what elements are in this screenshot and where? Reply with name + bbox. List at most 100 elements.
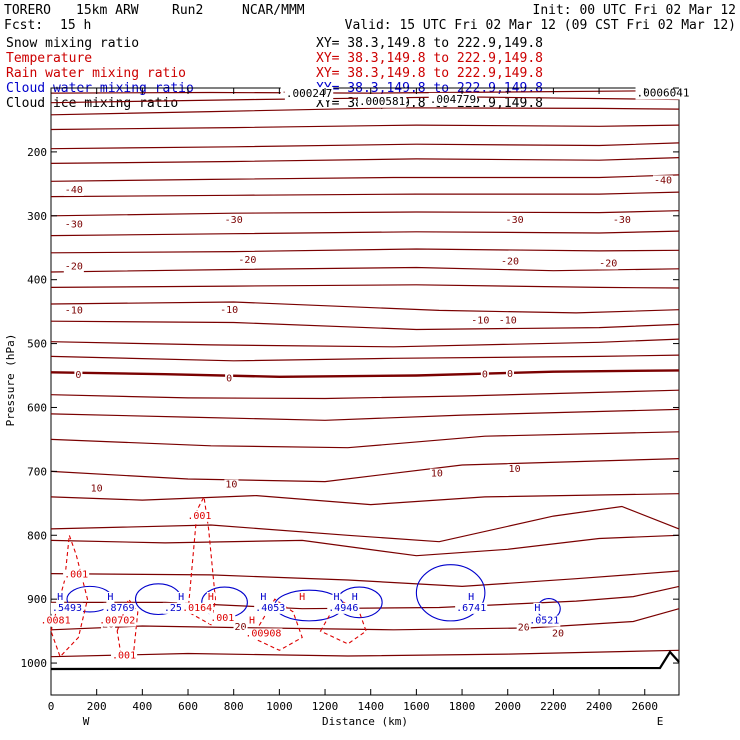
temperature-contour (50, 248, 680, 254)
cloud-water-label-bg (50, 602, 84, 614)
temperature-label: 0 (226, 373, 232, 384)
cloud-water-label: .0521 (529, 616, 559, 627)
org-name: NCAR/MMM (242, 3, 305, 18)
temperature-label: 0 (75, 370, 81, 381)
legend-name: Cloud ice mixing ratio (6, 96, 178, 111)
temperature-label: -30 (225, 215, 243, 226)
rain-label-bg (298, 591, 307, 603)
top-value-label: .000247 (286, 87, 332, 100)
temperature-label-bg (74, 370, 83, 382)
x-tick-label: 1200 (312, 700, 339, 713)
x-tick-label: 1600 (403, 700, 430, 713)
rain-label: H (299, 592, 305, 603)
temperature-contour (50, 124, 680, 131)
temperature-label-bg (63, 305, 84, 317)
temperature-contour (50, 389, 680, 400)
top-value-label: .000581 (359, 95, 405, 108)
legend-name: Temperature (6, 51, 92, 66)
y-axis-label: Pressure (hPa) (4, 334, 17, 427)
rain-label-bg (63, 569, 90, 581)
east-label: E (657, 715, 664, 728)
cloud-water-label-bg (259, 591, 268, 603)
temperature-contour (50, 369, 680, 379)
temperature-label: -30 (506, 215, 524, 226)
init-time: Init: 00 UTC Fri 02 Mar 12 (533, 3, 737, 18)
x-tick-label: 1800 (449, 700, 476, 713)
temperature-label-bg (507, 464, 522, 476)
west-label: W (83, 715, 90, 728)
rain-label: .001 (64, 570, 88, 581)
temperature-label-bg (499, 256, 521, 268)
cloud-water-label-bg (533, 602, 542, 614)
temperature-contour (50, 142, 680, 150)
temperature-label: 20 (518, 623, 530, 634)
legend-name: Snow mixing ratio (6, 36, 139, 51)
y-tick-label: 300 (27, 210, 47, 223)
temperature-label-bg (237, 255, 258, 267)
x-tick-label: 400 (132, 700, 152, 713)
cloud-water-label: .2508 (164, 603, 194, 614)
cloud-water-label: H (57, 592, 63, 603)
rain-label: H (249, 616, 255, 627)
cloud-water-label: H (333, 592, 339, 603)
cloud-water-label-bg (332, 591, 341, 603)
temperature-label: 20 (552, 628, 564, 639)
rain-label-bg (39, 615, 72, 627)
temperature-label-bg (224, 479, 239, 491)
cloud-water-label-bg (350, 591, 359, 603)
x-tick-label: 2200 (540, 700, 567, 713)
top-value-label-bg (635, 86, 691, 100)
y-tick-label: 700 (27, 465, 47, 478)
temperature-label-bg (63, 184, 84, 196)
temperature-label-bg (219, 305, 240, 317)
temperature-label-bg (480, 369, 489, 381)
y-tick-label: 200 (27, 146, 47, 159)
terrain-line (50, 650, 680, 671)
temperature-label: 10 (509, 464, 521, 475)
cloud-water-label: .6741 (456, 603, 486, 614)
temperature-label: -20 (65, 262, 83, 273)
contour-labels: -80-40-40-30-30-30-30-20-20-20-20-10-10-… (39, 86, 691, 662)
run-name: Run2 (172, 3, 203, 18)
temperature-label: -20 (238, 255, 256, 266)
cloud-water-label: H (352, 592, 358, 603)
cloud-water-label-bg (254, 602, 287, 614)
temperature-label-bg (429, 468, 444, 480)
y-tick-label: 600 (27, 401, 47, 414)
temperature-label-bg (63, 261, 84, 273)
temperature-label: 10 (431, 469, 443, 480)
cloud-water-label: .4053 (255, 603, 285, 614)
cloud-water-label: H (178, 592, 184, 603)
temperature-label-bg (233, 621, 248, 633)
temperature-label-bg (63, 219, 84, 231)
rain-label-bg (111, 650, 138, 662)
cloud-water-label: .5493 (52, 603, 82, 614)
temperature-contour (50, 570, 680, 588)
temperature-label-bg (89, 483, 104, 495)
temperature-label-bg (225, 373, 234, 385)
temperature-label-bg (505, 368, 515, 380)
temperature-label: -40 (654, 175, 672, 186)
temperature-label: -30 (613, 215, 631, 226)
temperature-contour (50, 505, 680, 543)
rain-label-bg (247, 615, 256, 627)
x-tick-label: 2400 (586, 700, 613, 713)
temperature-label: 0 (482, 370, 488, 381)
top-value-label-bg (357, 94, 407, 108)
y-tick-label: 800 (27, 529, 47, 542)
rain-label-bg (181, 602, 214, 614)
legend-xy: XY= 38.3,149.8 to 222.9,149.8 (316, 51, 543, 66)
y-tick-label: 500 (27, 338, 47, 351)
temperature-label: 10 (91, 483, 103, 494)
temperature-label: -10 (471, 315, 489, 326)
temperature-label: -30 (65, 219, 83, 230)
cloud-water-label: H (468, 592, 474, 603)
cloud-water-label-bg (56, 591, 65, 603)
fcst-label: Fcst: (4, 18, 43, 33)
cloud-water-label-bg (327, 602, 360, 614)
x-tick-label: 2000 (494, 700, 521, 713)
x-tick-label: 1000 (266, 700, 293, 713)
temperature-contour (50, 266, 680, 273)
cloud-water-label: .4946 (328, 603, 358, 614)
cloud-water-label-bg (162, 602, 195, 614)
